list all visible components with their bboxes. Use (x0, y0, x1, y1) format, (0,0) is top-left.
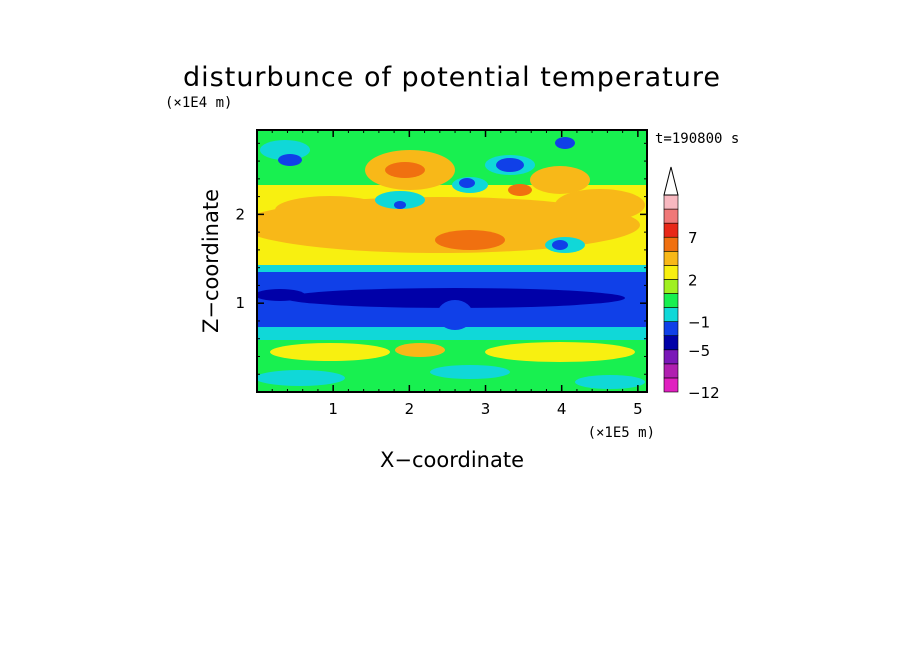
cold-cell (394, 201, 406, 209)
colorbar-swatch (663, 194, 679, 210)
cold-cell (459, 178, 475, 188)
x-tick-label: 4 (557, 400, 567, 418)
colorbar-swatch (663, 293, 679, 308)
warm-patch (275, 196, 385, 224)
lower-warm-patch (395, 343, 445, 357)
colorbar-swatch (663, 279, 679, 294)
x-tick-label: 3 (481, 400, 491, 418)
warm-patch (530, 166, 590, 194)
hot-patch (435, 230, 505, 250)
cold-band-dip (437, 300, 473, 330)
time-label: t=190800 s (655, 131, 739, 147)
colorbar-swatch (663, 335, 679, 351)
colorbar-swatch (663, 222, 679, 238)
chart-title: disturbunce of potential temperature (183, 62, 721, 93)
colorbar-swatch (663, 363, 679, 379)
x-axis-label: X−coordinate (380, 448, 524, 472)
y-tick-label: 1 (235, 294, 245, 312)
colorbar-swatch (663, 321, 679, 337)
heatmap-field (257, 130, 647, 392)
colorbar-swatch (663, 307, 679, 322)
colorbar-swatch (663, 265, 679, 280)
colorbar: −12−5−127 (663, 166, 720, 402)
y-tick-label: 2 (235, 205, 245, 223)
x-axis-unit: (×1E5 m) (588, 425, 655, 441)
x-tick-label: 5 (633, 400, 643, 418)
x-tick-label: 2 (405, 400, 415, 418)
warm-patch (555, 189, 645, 221)
colorbar-tick-label: −5 (688, 342, 710, 360)
hot-patch (508, 184, 532, 196)
x-axis: 1 2 3 4 5 (271, 130, 643, 418)
colorbar-tick-label: −12 (688, 384, 720, 402)
hot-patch (385, 162, 425, 178)
cold-band-core (285, 288, 625, 308)
y-axis-label: Z−coordinate (199, 189, 223, 333)
cool-patch (260, 140, 310, 160)
colorbar-tick-label: −1 (688, 314, 710, 332)
colorbar-tick-label: 7 (688, 229, 698, 247)
cold-cell (278, 154, 302, 166)
cold-cell (555, 137, 575, 149)
cool-patch (375, 191, 425, 209)
y-axis-unit: (×1E4 m) (165, 95, 232, 111)
lower-warm-patch (485, 342, 635, 362)
colorbar-tick-label: 2 (688, 271, 698, 289)
colorbar-extend-arrow (663, 166, 679, 196)
colorbar-swatch (663, 250, 679, 266)
plot-frame (256, 129, 648, 393)
lower-cool-patch (430, 365, 510, 379)
lower-warm-patch (270, 343, 390, 361)
lower-cool-patch (257, 370, 345, 386)
y-axis: 12 (235, 142, 647, 375)
colorbar-swatch (663, 349, 679, 365)
lower-cool-patch (575, 375, 645, 389)
cold-cell (496, 158, 524, 172)
cold-band-edge (257, 289, 305, 301)
colorbar-swatch (663, 377, 679, 393)
colorbar-swatch (663, 236, 679, 252)
x-tick-label: 1 (328, 400, 338, 418)
cold-cell (552, 240, 568, 250)
colorbar-swatch (663, 208, 679, 224)
